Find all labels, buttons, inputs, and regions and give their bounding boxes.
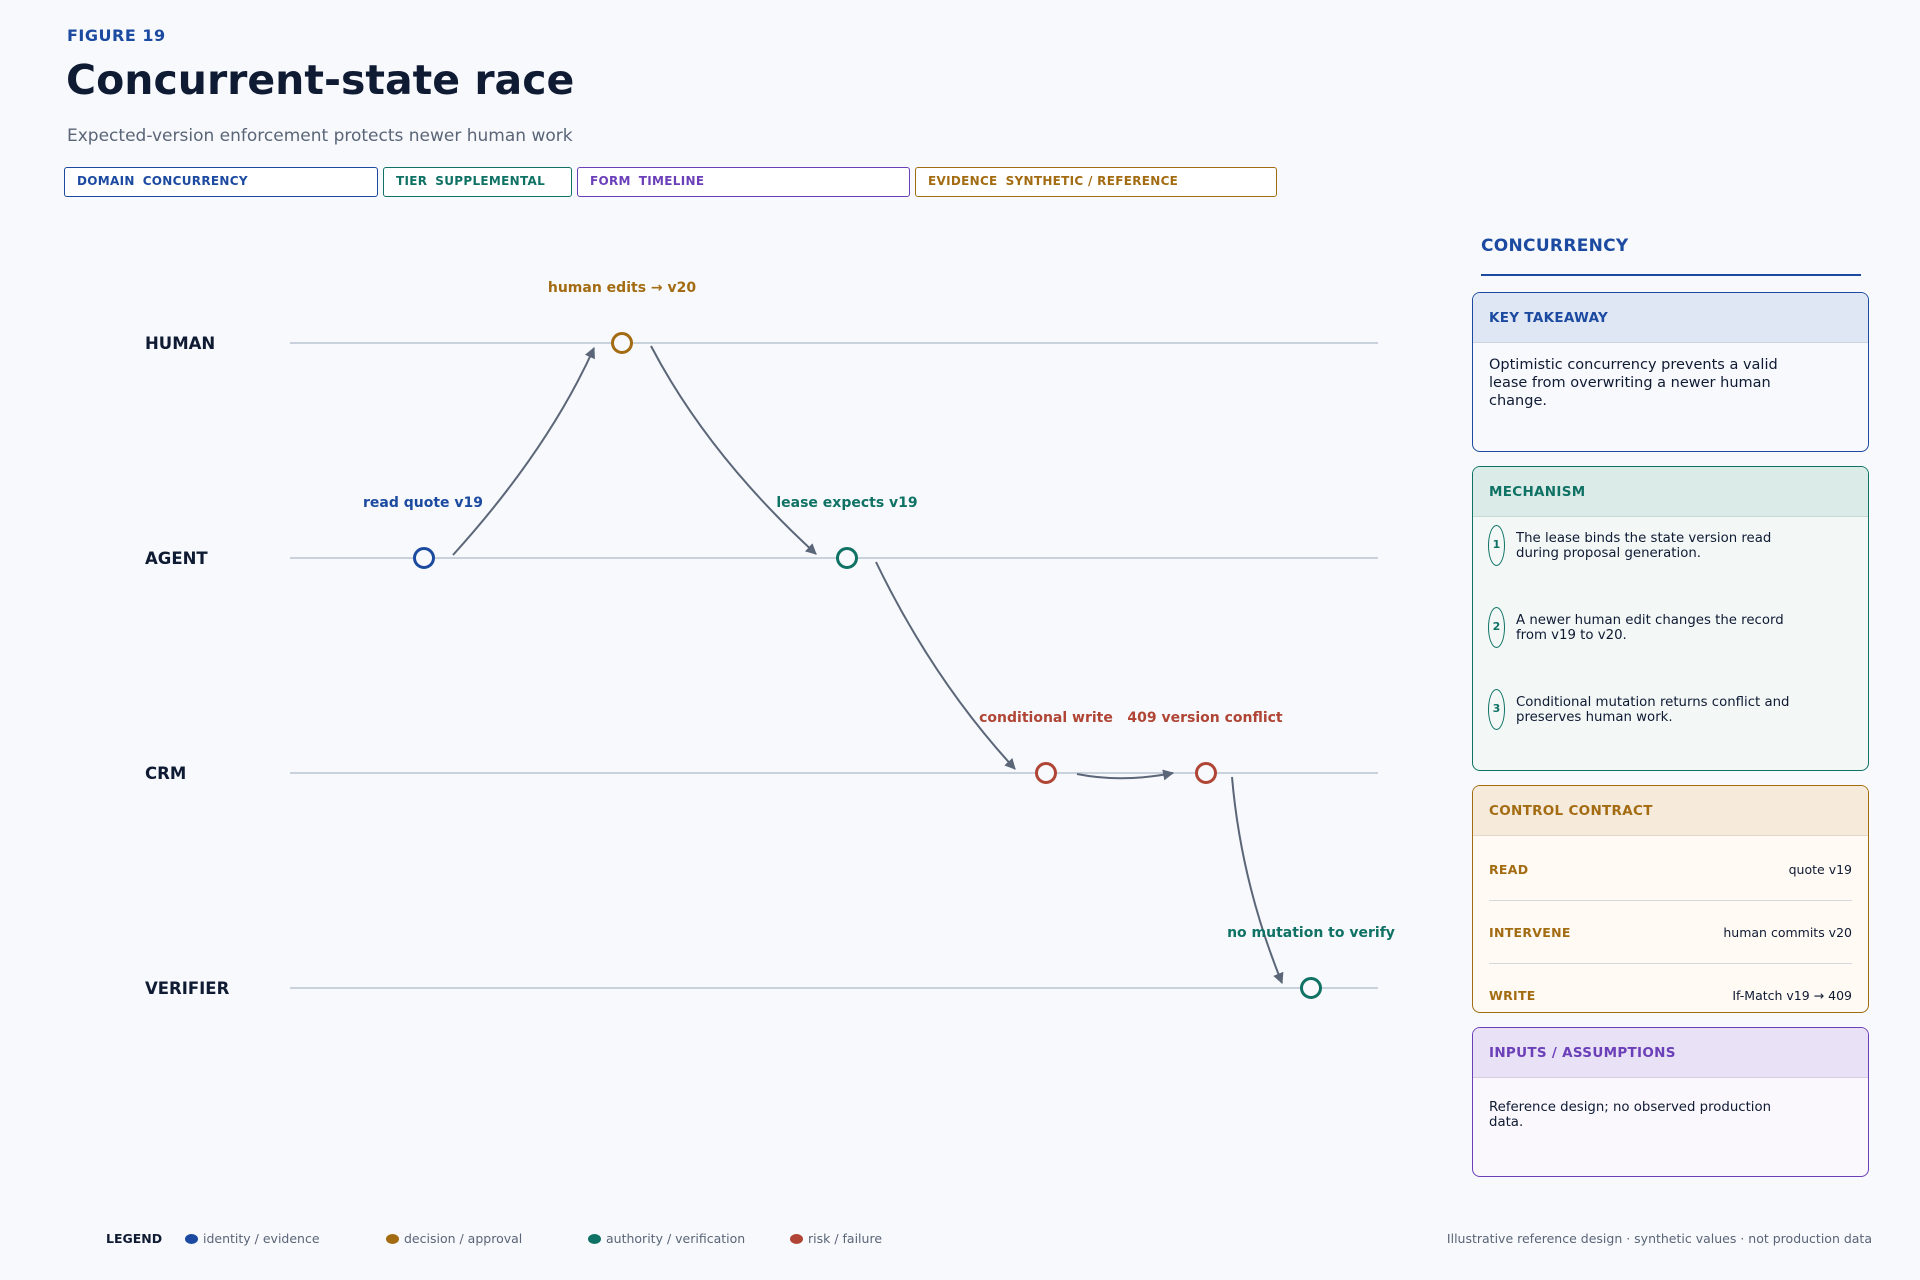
tag-evidence: EVIDENCE SYNTHETIC / REFERENCE xyxy=(915,167,1277,197)
lane-label-agent: AGENT xyxy=(145,549,208,568)
legend-item-decision: decision / approval xyxy=(386,1231,522,1246)
flow-arrow-lease-to-write xyxy=(875,561,1016,770)
lane-label-verifier: VERIFIER xyxy=(145,979,230,998)
contract-value: quote v19 xyxy=(1788,862,1852,877)
step-text: The lease binds the state version read d… xyxy=(1516,531,1772,561)
event-node-human-edits xyxy=(611,332,633,354)
flow-arrow-write-to-conflict xyxy=(1076,769,1175,781)
tag-key: DOMAIN xyxy=(77,174,135,188)
event-label-version-conflict: 409 version conflict xyxy=(1127,710,1283,726)
contract-value: If-Match v19 → 409 xyxy=(1732,988,1852,1003)
contract-divider xyxy=(1489,900,1852,901)
step-text: Conditional mutation returns conflict an… xyxy=(1516,695,1790,725)
tag-value: SYNTHETIC / REFERENCE xyxy=(1005,174,1179,188)
key-takeaway-card: KEY TAKEAWAY Optimistic concurrency prev… xyxy=(1472,292,1869,452)
legend-label: decision / approval xyxy=(404,1231,523,1246)
figure-label: FIGURE 19 xyxy=(67,26,166,45)
page-title: Concurrent-state race xyxy=(66,56,575,104)
step-number-badge: 3 xyxy=(1488,689,1505,730)
legend-dot-icon xyxy=(386,1234,399,1244)
tag-domain: DOMAIN CONCURRENCY xyxy=(64,167,378,197)
legend-item-identity: identity / evidence xyxy=(185,1231,320,1246)
tag-value: TIMELINE xyxy=(638,174,705,188)
tag-key: TIER xyxy=(396,174,428,188)
event-node-version-conflict xyxy=(1195,762,1217,784)
contract-key: READ xyxy=(1489,862,1529,877)
event-label-human-edits: human edits → v20 xyxy=(548,280,696,296)
timeline-diagram: HUMAN AGENT CRM VERIFIER read quote v19 … xyxy=(145,280,1395,999)
legend-dot-icon xyxy=(790,1234,803,1244)
control-contract-card: CONTROL CONTRACT READ quote v19 INTERVEN… xyxy=(1472,785,1869,1013)
contract-row: INTERVENE human commits v20 xyxy=(1489,925,1852,945)
event-node-lease-expects xyxy=(836,547,858,569)
legend-label: identity / evidence xyxy=(203,1231,320,1246)
key-takeaway-text: Optimistic concurrency prevents a valid … xyxy=(1489,357,1778,409)
legend-title: LEGEND xyxy=(106,1231,163,1246)
event-label-no-mutation: no mutation to verify xyxy=(1227,925,1395,941)
event-node-no-mutation xyxy=(1300,977,1322,999)
panel-heading-rule xyxy=(1481,274,1861,276)
contract-key: WRITE xyxy=(1489,988,1536,1003)
contract-row: WRITE If-Match v19 → 409 xyxy=(1489,988,1852,1008)
event-label-conditional-write: conditional write xyxy=(979,710,1113,726)
event-label-read-quote: read quote v19 xyxy=(363,495,483,511)
contract-key: INTERVENE xyxy=(1489,925,1571,940)
lane-label-crm: CRM xyxy=(145,764,186,783)
contract-value: human commits v20 xyxy=(1723,925,1852,940)
inputs-assumptions-text: Reference design; no observed production… xyxy=(1489,1100,1772,1130)
tag-key: FORM xyxy=(590,174,631,188)
lane-label-human: HUMAN xyxy=(145,334,215,353)
footnote: Illustrative reference design · syntheti… xyxy=(1446,1231,1872,1246)
legend-dot-icon xyxy=(588,1234,601,1244)
panel-heading: CONCURRENCY xyxy=(1481,236,1629,256)
event-label-lease-expects: lease expects v19 xyxy=(776,495,917,511)
tag-value: SUPPLEMENTAL xyxy=(435,174,546,188)
legend-item-authority: authority / verification xyxy=(588,1231,745,1246)
flow-arrow-read-to-human xyxy=(452,346,595,556)
mechanism-card: MECHANISM 1 The lease binds the state ve… xyxy=(1472,466,1869,771)
inputs-assumptions-card: INPUTS / ASSUMPTIONS Reference design; n… xyxy=(1472,1027,1869,1177)
mechanism-title: MECHANISM xyxy=(1473,467,1868,517)
tag-form: FORM TIMELINE xyxy=(577,167,910,197)
step-number-badge: 1 xyxy=(1488,525,1505,566)
tag-key: EVIDENCE xyxy=(928,174,998,188)
legend-dot-icon xyxy=(185,1234,198,1244)
control-contract-title: CONTROL CONTRACT xyxy=(1473,786,1868,836)
inputs-assumptions-title: INPUTS / ASSUMPTIONS xyxy=(1473,1028,1868,1078)
tag-value: CONCURRENCY xyxy=(142,174,248,188)
legend-label: authority / verification xyxy=(606,1231,746,1246)
event-node-conditional-write xyxy=(1035,762,1057,784)
key-takeaway-title: KEY TAKEAWAY xyxy=(1473,293,1868,343)
page-subtitle: Expected-version enforcement protects ne… xyxy=(67,126,573,146)
contract-row: READ quote v19 xyxy=(1489,862,1852,882)
legend-label: risk / failure xyxy=(808,1231,883,1246)
flow-arrow-conflict-to-verify xyxy=(1231,776,1284,985)
legend-item-risk: risk / failure xyxy=(790,1231,882,1246)
event-node-read-quote xyxy=(413,547,435,569)
step-number-badge: 2 xyxy=(1488,607,1505,648)
flow-arrow-human-to-lease xyxy=(650,345,817,555)
contract-divider xyxy=(1489,963,1852,964)
tag-tier: TIER SUPPLEMENTAL xyxy=(383,167,572,197)
step-text: A newer human edit changes the record fr… xyxy=(1516,613,1784,643)
